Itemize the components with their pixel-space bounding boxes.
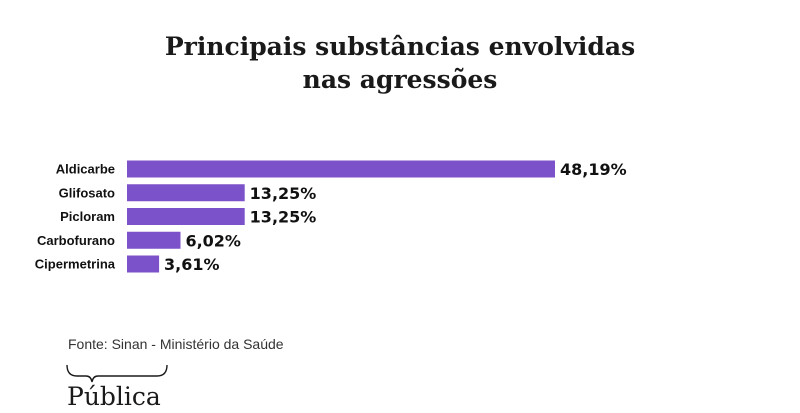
bar-chart: Aldicarbe 48,19% Glifosato 13,25% Picloram 13… (35, 160, 627, 274)
chart-title-line-1: Principais substâncias envolvidas (164, 32, 636, 61)
category-label-glifosato: Glifosato (59, 185, 115, 200)
bar-carbofurano (127, 231, 181, 249)
logo-brace-icon (66, 364, 168, 383)
chart-title-line-2: nas agressões (302, 65, 498, 94)
logo-text: Pública (67, 382, 161, 411)
publica-logo: Pública (64, 360, 174, 413)
value-label-cipermetrina: 3,61% (164, 255, 220, 274)
value-label-carbofurano: 6,02% (185, 231, 241, 250)
chart-title: Principais substâncias envolvidas nas ag… (0, 30, 800, 96)
category-label-cipermetrina: Cipermetrina (35, 257, 116, 272)
bar-cipermetrina (127, 255, 160, 273)
source-note: Fonte: Sinan - Ministério da Saúde (68, 336, 284, 352)
category-label-carbofurano: Carbofurano (37, 233, 115, 248)
category-label-aldicarbe: Aldicarbe (56, 162, 115, 177)
value-label-glifosato: 13,25% (250, 184, 317, 203)
bar-picloram (127, 208, 245, 225)
bar-aldicarbe (127, 160, 555, 178)
value-label-picloram: 13,25% (250, 208, 317, 227)
category-label-picloram: Picloram (60, 209, 115, 224)
bar-glifosato (127, 184, 245, 202)
value-label-aldicarbe: 48,19% (560, 160, 627, 179)
